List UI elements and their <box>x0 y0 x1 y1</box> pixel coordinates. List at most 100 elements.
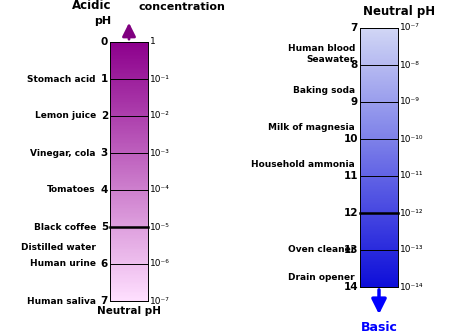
Text: Distilled water: Distilled water <box>21 243 96 252</box>
Text: Drain opener: Drain opener <box>288 273 355 282</box>
Bar <box>110 297 148 298</box>
Bar <box>360 238 398 239</box>
Bar <box>110 235 148 236</box>
Bar <box>110 95 148 96</box>
Bar <box>360 268 398 269</box>
Bar <box>360 213 398 214</box>
Bar <box>110 42 148 301</box>
Bar <box>360 67 398 68</box>
Bar <box>110 256 148 257</box>
Bar <box>360 85 398 86</box>
Bar <box>360 30 398 32</box>
Bar <box>360 57 398 58</box>
Bar <box>110 274 148 275</box>
Bar <box>360 231 398 232</box>
Bar <box>110 144 148 146</box>
Bar <box>110 67 148 68</box>
Text: Household ammonia: Household ammonia <box>251 160 355 170</box>
Bar <box>110 42 148 43</box>
Bar <box>110 284 148 285</box>
Bar <box>110 43 148 45</box>
Bar <box>110 122 148 124</box>
Bar <box>110 124 148 125</box>
Bar <box>360 185 398 186</box>
Bar <box>360 221 398 222</box>
Bar <box>360 259 398 260</box>
Bar <box>110 239 148 240</box>
Bar <box>360 270 398 271</box>
Bar <box>110 77 148 78</box>
Bar <box>110 73 148 74</box>
Bar <box>360 115 398 116</box>
Bar <box>110 82 148 83</box>
Bar <box>110 206 148 208</box>
Bar <box>360 168 398 169</box>
Bar <box>360 125 398 126</box>
Bar <box>360 86 398 87</box>
Bar <box>360 64 398 66</box>
Text: Baking soda: Baking soda <box>293 86 355 95</box>
Bar <box>360 246 398 247</box>
Bar <box>360 143 398 144</box>
Bar <box>360 128 398 129</box>
Bar <box>110 56 148 58</box>
Bar <box>360 106 398 107</box>
Bar <box>360 190 398 191</box>
Bar <box>360 271 398 273</box>
Bar <box>110 222 148 223</box>
Bar <box>110 215 148 217</box>
Bar <box>360 252 398 253</box>
Bar <box>110 149 148 151</box>
Bar <box>110 248 148 249</box>
Text: 0: 0 <box>101 37 108 47</box>
Bar <box>110 188 148 190</box>
Bar <box>110 298 148 300</box>
Bar <box>360 286 398 287</box>
Bar <box>360 229 398 230</box>
Bar <box>360 154 398 155</box>
Bar <box>360 103 398 105</box>
Bar <box>110 133 148 134</box>
Bar <box>110 219 148 221</box>
Bar <box>110 263 148 265</box>
Bar <box>360 172 398 173</box>
Bar <box>360 166 398 168</box>
Bar <box>110 121 148 122</box>
Bar <box>110 276 148 278</box>
Bar <box>110 280 148 282</box>
Bar <box>110 143 148 144</box>
Text: Lemon juice: Lemon juice <box>35 112 96 121</box>
Bar <box>360 161 398 163</box>
Text: 6: 6 <box>101 259 108 269</box>
Text: 10⁻¹⁴: 10⁻¹⁴ <box>400 282 423 291</box>
Text: 1: 1 <box>150 38 156 47</box>
Bar <box>110 267 148 269</box>
Bar <box>360 135 398 137</box>
Bar <box>110 292 148 293</box>
Bar <box>110 214 148 215</box>
Bar <box>360 275 398 277</box>
Bar <box>360 110 398 111</box>
Bar <box>360 130 398 132</box>
Bar <box>360 62 398 63</box>
Bar <box>110 155 148 156</box>
Text: 10⁻⁶: 10⁻⁶ <box>150 260 170 268</box>
Bar <box>110 283 148 284</box>
Bar <box>360 50 398 51</box>
Bar <box>360 227 398 229</box>
Bar <box>110 98 148 99</box>
Bar <box>110 187 148 188</box>
Text: 11: 11 <box>344 171 358 181</box>
Bar <box>360 255 398 256</box>
Bar <box>360 159 398 160</box>
Bar <box>360 264 398 265</box>
Bar <box>110 191 148 192</box>
Bar <box>110 291 148 292</box>
Bar <box>110 104 148 106</box>
Bar <box>360 63 398 64</box>
Bar <box>360 171 398 172</box>
Bar <box>360 284 398 286</box>
Bar <box>110 55 148 56</box>
Bar <box>360 283 398 284</box>
Bar <box>360 81 398 82</box>
